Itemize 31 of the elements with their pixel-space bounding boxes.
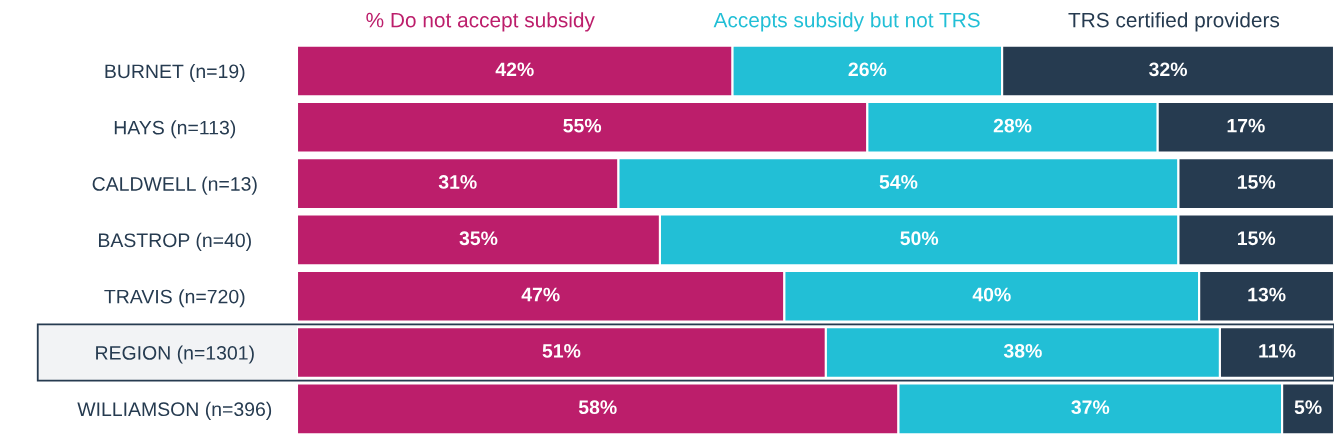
data-label: 40% [972,287,1011,302]
data-label: 51% [542,344,581,358]
data-label: 5% [1294,400,1322,415]
data-label: 32% [1149,62,1188,77]
data-label: 26% [848,62,887,77]
data-label: 55% [563,118,602,133]
data-label: 17% [1227,118,1265,133]
data-label: 31% [438,175,477,189]
data-label: 37% [1071,400,1110,415]
y-tick-label: CALDWELL (n=13) [92,176,257,195]
y-tick-label: TRAVIS (n=720) [104,289,245,308]
data-label: 15% [1237,231,1276,246]
y-tick-label: BURNET (n=19) [105,63,245,83]
data-label: 54% [879,175,918,189]
y-tick-label: BASTROP (n=40) [99,232,251,251]
data-label: 15% [1237,175,1276,189]
y-tick-label: WILLIAMSON (n=396) [77,401,272,420]
y-tick-label: HAYS (n=113) [114,120,236,139]
series-label: TRS certified providers [1068,12,1280,32]
data-label: 11% [1259,344,1296,358]
data-label: 42% [495,62,534,77]
series-label: % Do not accept subsidy [366,12,595,32]
data-label: 35% [459,231,498,246]
data-label: 47% [521,287,560,302]
y-tick-label: REGION (n=1301) [96,345,254,364]
series-label: Accepts subsidy but not TRS [713,12,980,32]
data-label: 13% [1248,287,1286,302]
data-label: 28% [993,118,1032,133]
data-label: 58% [578,400,617,415]
data-label: 50% [900,231,939,246]
data-label: 38% [1003,343,1042,358]
